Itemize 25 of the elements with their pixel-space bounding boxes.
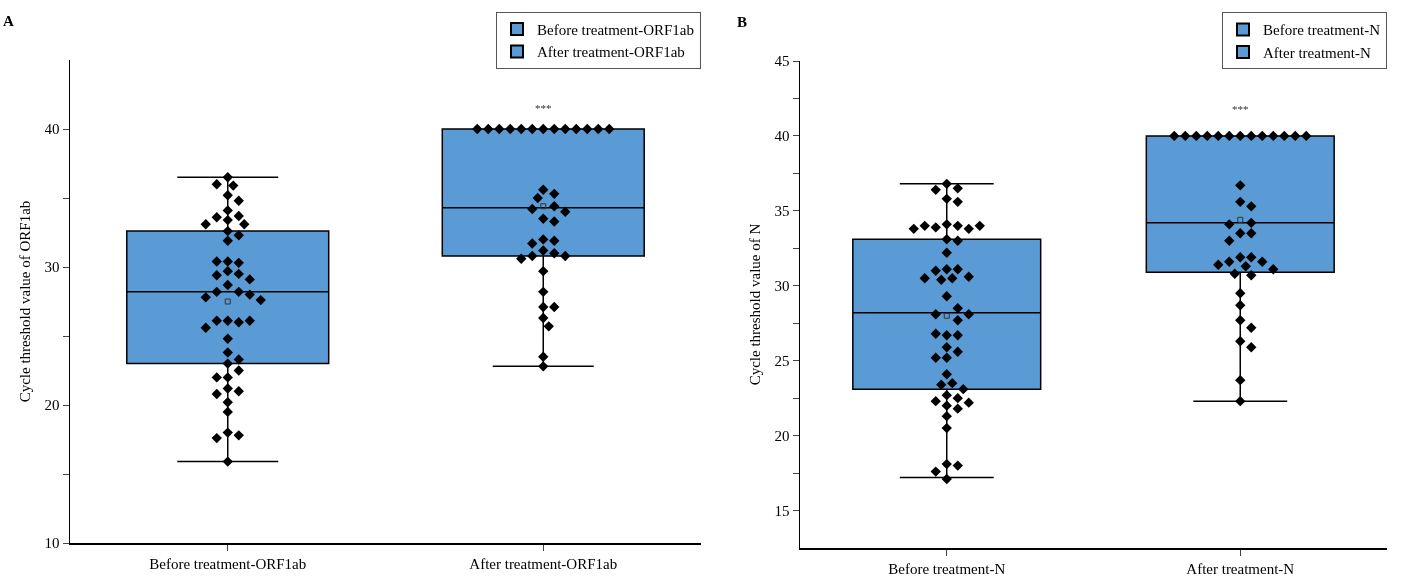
y-tick-label: 10 (44, 535, 60, 552)
y-tick-label: 40 (44, 121, 60, 138)
y-tick-label: 15 (774, 502, 790, 519)
y-tick-label: 20 (774, 427, 790, 444)
y-tick-label: 45 (774, 53, 790, 70)
y-tick-label: 35 (774, 203, 790, 220)
x-tick-label: After treatment-N (1186, 560, 1295, 577)
x-tick-label: Before treatment-N (888, 560, 1006, 577)
y-tick-label: 20 (44, 397, 60, 414)
y-tick-label: 40 (774, 128, 790, 145)
x-tick-label: Before treatment-ORF1ab (149, 555, 307, 572)
y-tick-label: 30 (774, 278, 790, 295)
legend-label: After treatment-ORF1ab (537, 44, 685, 61)
y-tick-label: 25 (774, 352, 790, 369)
text: A (3, 13, 14, 29)
legend-label: Before treatment-N (1263, 22, 1381, 39)
y-axis-title: Cycle threshold value of N (746, 223, 763, 386)
text: B (737, 14, 748, 30)
annotation: *** (535, 102, 552, 114)
legend-label: Before treatment-ORF1ab (537, 21, 695, 38)
annotation: *** (1232, 103, 1249, 115)
y-axis-title: Cycle threshold value of ORF1ab (16, 200, 33, 403)
y-tick-label: 30 (44, 259, 60, 276)
x-tick-label: After treatment-ORF1ab (469, 555, 618, 572)
legend-label: After treatment-N (1263, 44, 1372, 61)
